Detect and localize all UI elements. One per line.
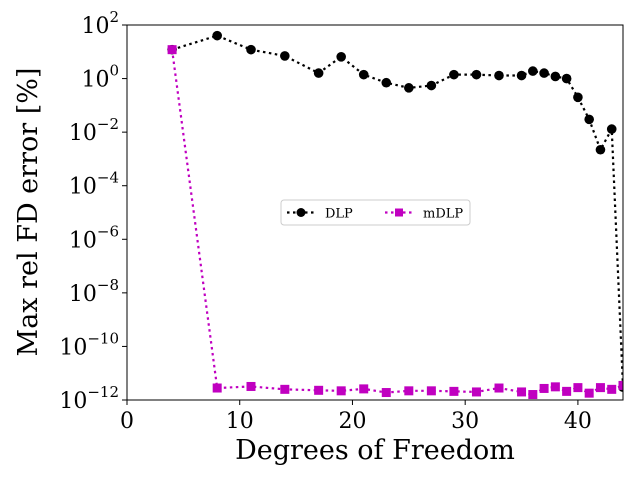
data-point-dlp (539, 68, 549, 78)
data-point-dlp (280, 51, 290, 61)
data-point-mdlp (314, 385, 324, 395)
data-point-mdlp (449, 386, 459, 396)
data-point-mdlp (539, 383, 549, 393)
legend: DLP mDLP (280, 199, 471, 226)
data-point-mdlp (336, 386, 346, 396)
data-point-mdlp (167, 45, 177, 55)
data-point-mdlp (212, 383, 222, 393)
plot-frame (126, 24, 624, 401)
data-point-dlp (404, 83, 414, 93)
data-point-dlp (313, 68, 324, 78)
data-point-mdlp (528, 390, 538, 400)
y-axis-label: Max rel FD error [%] (13, 68, 44, 357)
data-point-mdlp (595, 383, 605, 393)
legend-marker (395, 208, 403, 217)
y-tick-label: 10−4 (69, 169, 119, 200)
data-point-dlp (212, 30, 222, 41)
data-point-mdlp (471, 387, 481, 397)
legend-label: mDLP (423, 207, 463, 222)
data-point-dlp (573, 92, 583, 103)
plot-content (167, 30, 623, 400)
data-point-dlp (381, 77, 392, 88)
y-tick-label: 10−12 (59, 383, 119, 414)
x-tick-label: 30 (451, 409, 479, 434)
data-point-mdlp (607, 384, 617, 394)
data-point-dlp (336, 51, 346, 62)
x-tick-label: 10 (226, 409, 254, 434)
y-tick-label: 10−2 (69, 115, 119, 146)
data-point-dlp (494, 70, 504, 81)
data-point-dlp (449, 69, 459, 80)
data-point-mdlp (562, 386, 572, 396)
data-point-dlp (246, 44, 256, 55)
data-point-mdlp (550, 382, 560, 392)
y-tick-label: 100 (81, 62, 119, 93)
x-tick-label: 20 (338, 409, 366, 434)
x-tick-label: 0 (120, 409, 134, 434)
data-point-mdlp (359, 384, 369, 394)
data-point-mdlp (618, 380, 623, 390)
data-point-mdlp (573, 383, 583, 393)
data-point-mdlp (494, 383, 504, 393)
data-point-mdlp (404, 386, 414, 396)
data-point-mdlp (381, 388, 391, 398)
legend-box (280, 199, 471, 226)
x-tick-label: 40 (564, 409, 592, 434)
y-tick-label: 10−6 (69, 222, 119, 253)
legend-label: DLP (325, 207, 353, 222)
x-axis-label: Degrees of Freedom (235, 435, 515, 466)
data-point-mdlp (280, 384, 290, 394)
data-point-mdlp (246, 381, 256, 391)
data-point-dlp (550, 71, 561, 82)
data-point-dlp (595, 144, 606, 155)
data-point-dlp (358, 69, 369, 80)
x-axis: 0 10 20 30 40 (120, 400, 592, 434)
data-point-dlp (584, 114, 594, 125)
series-mdlp (167, 45, 623, 400)
data-point-mdlp (584, 388, 594, 398)
data-point-dlp (516, 70, 527, 81)
data-point-dlp (528, 66, 538, 76)
legend-item-dlp: DLP (287, 207, 353, 222)
data-point-mdlp (426, 386, 436, 396)
data-point-dlp (471, 69, 482, 80)
y-tick-label: 10−8 (69, 276, 119, 307)
legend-item-mdlp: mDLP (385, 207, 463, 222)
legend-marker (296, 208, 306, 217)
y-tick-label: 102 (81, 8, 119, 39)
data-point-dlp (606, 124, 617, 134)
data-point-mdlp (517, 387, 527, 397)
data-point-dlp (561, 73, 572, 84)
data-point-dlp (426, 80, 437, 91)
y-tick-label: 10−10 (59, 329, 119, 360)
y-axis: 102 100 10−2 10−4 10−6 10−8 10−10 10−12 (59, 8, 127, 414)
